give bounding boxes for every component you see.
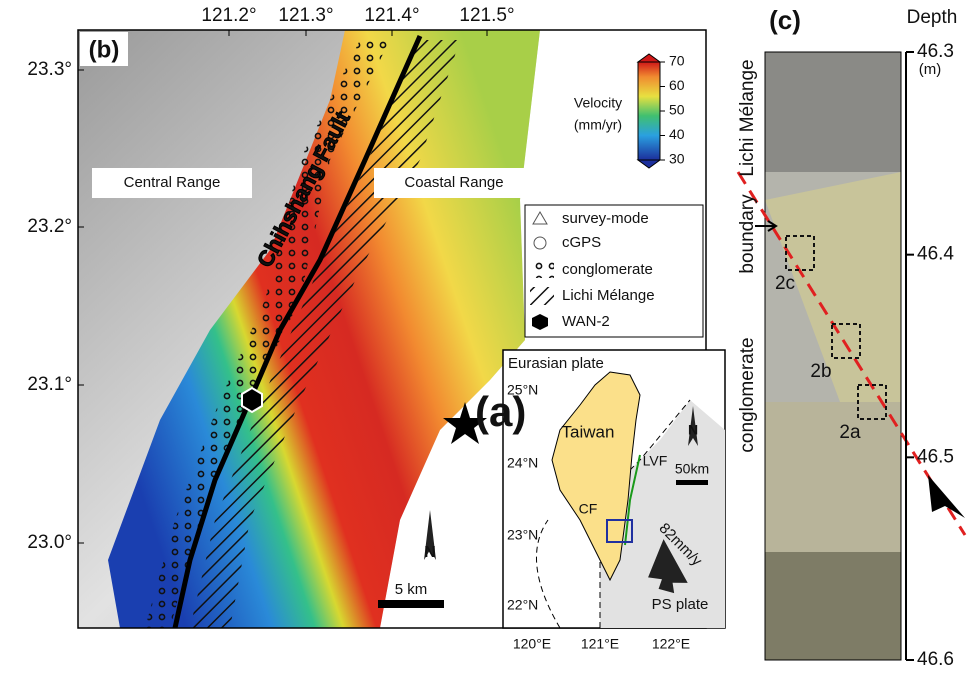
depth-title: Depth	[907, 7, 958, 28]
sample-label: 2c	[775, 273, 795, 294]
panel-label: (b)	[89, 36, 120, 63]
lat-tick-label: 23°N	[507, 527, 538, 543]
lon-tick-label: 120°E	[513, 636, 551, 652]
unit-label: conglomerate	[737, 337, 758, 452]
colorbar	[638, 62, 660, 160]
legend-label: WAN-2	[562, 313, 610, 330]
legend-label: Lichi Mélange	[562, 287, 655, 304]
lat-tick-label: 23.1°	[27, 374, 72, 395]
lon-tick-label: 121.3°	[278, 5, 333, 26]
lvf-label: LVF	[643, 453, 668, 469]
colorbar-tick-label: 70	[669, 53, 685, 69]
depth-tick-label: 46.3	[917, 41, 954, 62]
wan2-site	[242, 388, 262, 412]
unit-label: Lichi Mélange	[737, 59, 758, 176]
colorbar-unit: (mm/yr)	[574, 117, 622, 133]
core-photo	[765, 402, 901, 552]
inset-scale-label: 50km	[675, 461, 709, 477]
depth-tick-label: 46.6	[917, 649, 954, 670]
colorbar-title: Velocity	[574, 95, 622, 111]
plate-label: Eurasian plate	[508, 355, 604, 372]
legend-label: cGPS	[562, 234, 601, 251]
lon-tick-label: 121.2°	[201, 5, 256, 26]
depth-unit: (m)	[919, 61, 942, 78]
colorbar-tick-label: 30	[669, 151, 685, 167]
body: Velocity (mm/yr) survey-mode cGPS conglo…	[0, 0, 972, 673]
island-label: Taiwan	[562, 422, 615, 441]
shear-arrow	[928, 475, 965, 518]
legend-symbol	[530, 287, 554, 305]
scale-bar	[378, 600, 444, 608]
depth-tick-label: 46.4	[917, 244, 954, 265]
plate-label: PS plate	[652, 596, 709, 613]
sample-label: 2a	[839, 422, 861, 443]
unit-label: boundary	[737, 194, 758, 274]
inset-scale-bar	[676, 480, 708, 485]
sample-label: 2b	[810, 361, 831, 382]
lon-tick-label: 121.4°	[364, 5, 419, 26]
lon-tick-label: 121°E	[581, 636, 619, 652]
north-label: N	[688, 422, 698, 438]
lat-tick-label: 23.2°	[27, 216, 72, 237]
lon-tick-label: 121.5°	[459, 5, 514, 26]
lon-tick-label: 122°E	[652, 636, 690, 652]
region-label: Coastal Range	[404, 174, 503, 191]
panel-c: (c) Depth (m) Lichi Mélange boundary con…	[737, 5, 965, 660]
region-label: Central Range	[124, 174, 221, 191]
lat-tick-label: 23.0°	[27, 532, 72, 553]
legend-symbol	[530, 262, 554, 278]
page: Chihshang Fault figure {"panel_b": {"lab…	[0, 0, 972, 673]
core-photo	[765, 52, 901, 172]
colorbar-tick-label: 50	[669, 102, 685, 118]
lat-tick-label: 23.3°	[27, 59, 72, 80]
colorbar-tick-label: 60	[669, 77, 685, 93]
cf-label: CF	[579, 501, 598, 517]
lat-tick-label: 25°N	[507, 382, 538, 398]
legend-symbol	[534, 237, 546, 249]
scale-label: 5 km	[395, 581, 428, 598]
north-label: N	[424, 544, 436, 561]
panel-label: (c)	[769, 5, 801, 35]
legend-label: conglomerate	[562, 261, 653, 278]
depth-tick-label: 46.5	[917, 446, 954, 467]
colorbar-tick-label: 40	[669, 126, 685, 142]
lat-tick-label: 24°N	[507, 455, 538, 471]
core-photo	[765, 552, 901, 660]
legend-label: survey-mode	[562, 210, 649, 227]
figure: Velocity (mm/yr) survey-mode cGPS conglo…	[0, 0, 972, 673]
lat-tick-label: 22°N	[507, 597, 538, 613]
